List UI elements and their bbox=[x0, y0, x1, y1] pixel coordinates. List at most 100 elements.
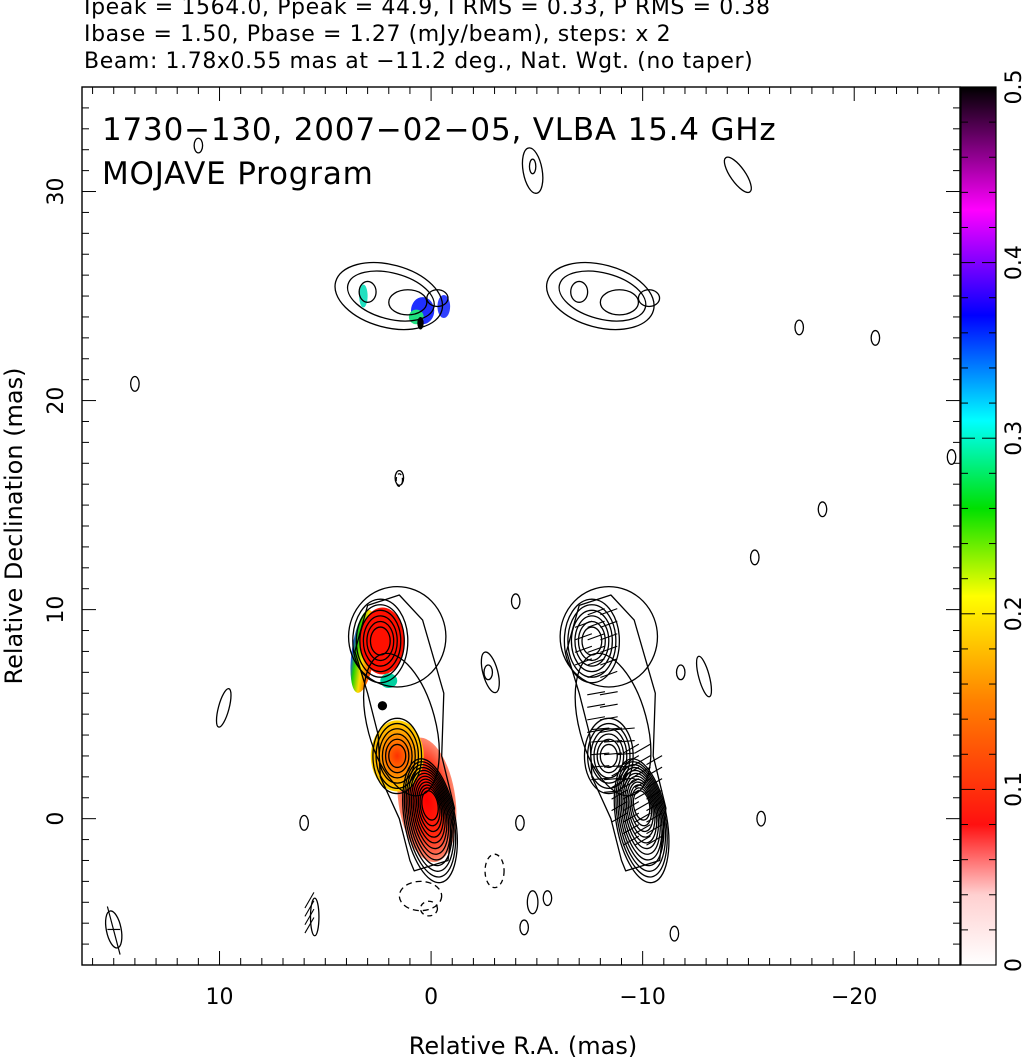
y-tick-label: 0 bbox=[44, 812, 69, 826]
right-contour-lobe-mid bbox=[558, 270, 647, 322]
y-tick-label: 30 bbox=[44, 178, 69, 206]
left-contour-core bbox=[409, 769, 452, 861]
left-contour-jet-knot bbox=[366, 620, 395, 662]
evpa-tick bbox=[600, 670, 618, 679]
left-contour-inner-jet bbox=[372, 717, 423, 795]
left-contour-core bbox=[417, 784, 443, 833]
right-contour-jet-knot bbox=[574, 615, 610, 667]
right-noise-2 bbox=[675, 664, 686, 681]
noise-contour-top-2 bbox=[528, 158, 537, 175]
evpa-tick bbox=[622, 824, 640, 835]
beam-major-axis bbox=[106, 906, 121, 955]
evpa-tick bbox=[646, 789, 663, 800]
noise-contour-13 bbox=[870, 329, 881, 346]
right-contour-core bbox=[625, 778, 658, 844]
noise-contour-7 bbox=[519, 919, 530, 936]
right-contour-jet-knot bbox=[563, 598, 621, 684]
evpa-tick bbox=[599, 728, 618, 733]
left-contour-lobe-mid bbox=[346, 270, 435, 322]
left-contour-inner-jet bbox=[378, 728, 416, 784]
right-noise-1 bbox=[695, 655, 713, 698]
evpa-tick bbox=[587, 608, 605, 616]
evpa-tick bbox=[611, 778, 628, 789]
evpa-tick bbox=[304, 908, 315, 925]
noise-contour-small bbox=[526, 890, 539, 915]
evpa-tick bbox=[304, 892, 315, 909]
chart-subtitle: MOJAVE Program bbox=[102, 156, 374, 192]
left-contour-core bbox=[414, 778, 446, 844]
evpa-tick bbox=[634, 824, 651, 835]
evpa-tick bbox=[574, 645, 593, 653]
evpa-tick bbox=[622, 835, 640, 846]
right-contour-knot-outer bbox=[559, 585, 659, 688]
evpa-tick bbox=[622, 743, 640, 754]
left-contour-lobe-inner-1 bbox=[388, 289, 428, 316]
colorbar-tick-label: 0.4 bbox=[1002, 245, 1022, 280]
y-tick-label: 10 bbox=[44, 596, 69, 624]
left-contour-envelope bbox=[354, 594, 456, 872]
noise-contour-15 bbox=[193, 137, 204, 154]
noise-contour-1 bbox=[130, 375, 140, 392]
evpa-tick bbox=[600, 620, 618, 628]
right-contour-core bbox=[613, 758, 670, 884]
colorbar bbox=[960, 86, 997, 966]
noise-contour-10 bbox=[749, 549, 760, 566]
evpa-tick bbox=[622, 801, 640, 812]
evpa-tick bbox=[574, 633, 593, 641]
left-contour-core bbox=[419, 787, 441, 827]
left-contour-knot-outer bbox=[347, 585, 447, 688]
plot-frame bbox=[81, 86, 961, 966]
evpa-tick bbox=[591, 752, 610, 756]
negative-contour-1 bbox=[398, 880, 443, 912]
evpa-tick bbox=[600, 633, 618, 641]
noise-contour-6 bbox=[515, 814, 525, 831]
colorbar-tick-label: 0.2 bbox=[1002, 596, 1022, 631]
evpa-tick bbox=[604, 739, 623, 743]
right-contour-core bbox=[630, 787, 653, 827]
evpa-tick bbox=[604, 765, 623, 768]
noise-contour-top-3 bbox=[723, 156, 752, 194]
evpa-tick bbox=[604, 727, 623, 731]
y-axis-label: Relative Declination (mas) bbox=[0, 367, 28, 684]
evpa-tick bbox=[604, 777, 623, 781]
noise-contour-4 bbox=[510, 593, 521, 610]
noise-contour-12 bbox=[817, 501, 828, 518]
right-contour-jet-knot bbox=[570, 609, 613, 673]
evpa-tick bbox=[587, 716, 606, 721]
evpa-tick bbox=[646, 824, 663, 835]
colorbar-tick-label: 0.3 bbox=[1002, 421, 1022, 456]
colorbar-tick-label: 0.5 bbox=[1002, 70, 1022, 105]
evpa-tick bbox=[591, 765, 610, 768]
evpa-tick bbox=[599, 703, 618, 708]
evpa-tick bbox=[600, 645, 618, 653]
noise-contour-top-1 bbox=[521, 147, 544, 194]
negative-contour-4 bbox=[395, 473, 404, 487]
colorbar-tick-label: 0.1 bbox=[1002, 772, 1022, 807]
negative-contour-3 bbox=[484, 853, 505, 889]
left-contour-jet-knot bbox=[352, 598, 409, 684]
noise-contour-11 bbox=[756, 810, 767, 827]
evpa-tick bbox=[634, 835, 651, 846]
evpa-tick bbox=[599, 691, 618, 696]
evpa-tick bbox=[611, 812, 628, 823]
evpa-tick bbox=[616, 752, 635, 756]
evpa-tick bbox=[604, 752, 623, 756]
evpa-tick bbox=[574, 620, 593, 628]
evpa-tick bbox=[634, 789, 651, 800]
evpa-tick bbox=[611, 789, 628, 800]
colorbar-tick-label: 0 bbox=[1002, 958, 1022, 972]
evpa-tick bbox=[646, 835, 663, 846]
chart-title: 1730−130, 2007−02−05, VLBA 15.4 GHz bbox=[102, 112, 776, 148]
right-contour-core bbox=[627, 781, 656, 838]
right-contour-jet-knot bbox=[567, 604, 617, 678]
noise-contour-jet-side bbox=[480, 651, 500, 694]
right-contour-core bbox=[615, 761, 668, 878]
evpa-tick bbox=[591, 777, 610, 781]
evpa-tick bbox=[634, 755, 651, 766]
left-contour-lobe-inner-3 bbox=[358, 280, 377, 303]
evpa-tick bbox=[587, 691, 606, 696]
right-contour-lobe-outer bbox=[545, 261, 655, 331]
evpa-tick bbox=[646, 778, 663, 789]
left-contour-core bbox=[403, 761, 457, 878]
right-contour-lobe-inner-3 bbox=[570, 280, 589, 303]
